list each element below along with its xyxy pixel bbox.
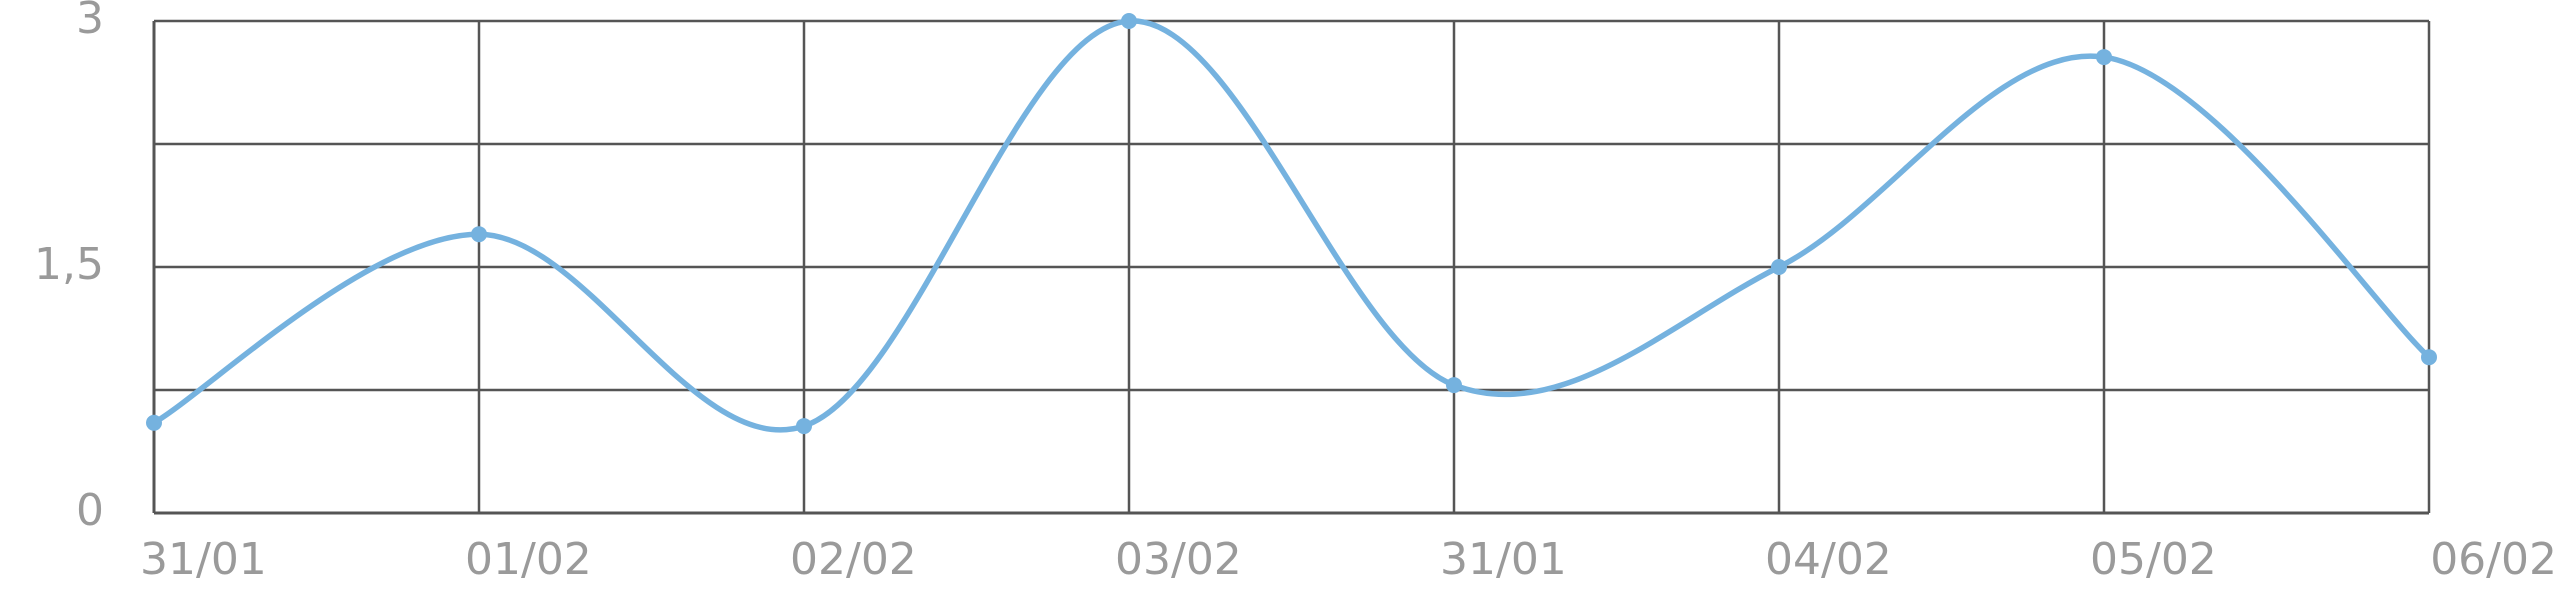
x-tick-label: 01/02 <box>465 534 592 585</box>
series <box>146 13 2437 435</box>
x-tick-label: 04/02 <box>1765 534 1892 585</box>
y-tick-label: 0 <box>76 485 104 536</box>
x-tick-label: 02/02 <box>790 534 917 585</box>
data-point[interactable] <box>471 226 487 243</box>
data-point[interactable] <box>1121 13 1137 29</box>
x-tick-label: 03/02 <box>1115 534 1242 585</box>
y-tick-label: 3 <box>76 0 104 44</box>
data-point[interactable] <box>796 418 812 435</box>
data-point[interactable] <box>2421 349 2437 366</box>
x-tick-label: 31/01 <box>140 534 267 585</box>
series-line <box>151 18 2432 433</box>
x-tick-label: 31/01 <box>1440 534 1567 585</box>
y-tick-label: 1,5 <box>34 239 104 290</box>
data-point[interactable] <box>1771 259 1787 275</box>
x-tick-label: 05/02 <box>2090 534 2217 585</box>
axes <box>152 21 2429 515</box>
data-point[interactable] <box>1446 377 1462 394</box>
data-point[interactable] <box>2096 49 2112 66</box>
grid <box>154 19 2431 513</box>
data-point[interactable] <box>146 414 162 431</box>
x-tick-label: 06/02 <box>2430 534 2557 585</box>
tick-labels: 0 1,5 3 31/01 01/02 02/02 03/02 31/01 04/02 05/02… <box>34 0 2557 585</box>
